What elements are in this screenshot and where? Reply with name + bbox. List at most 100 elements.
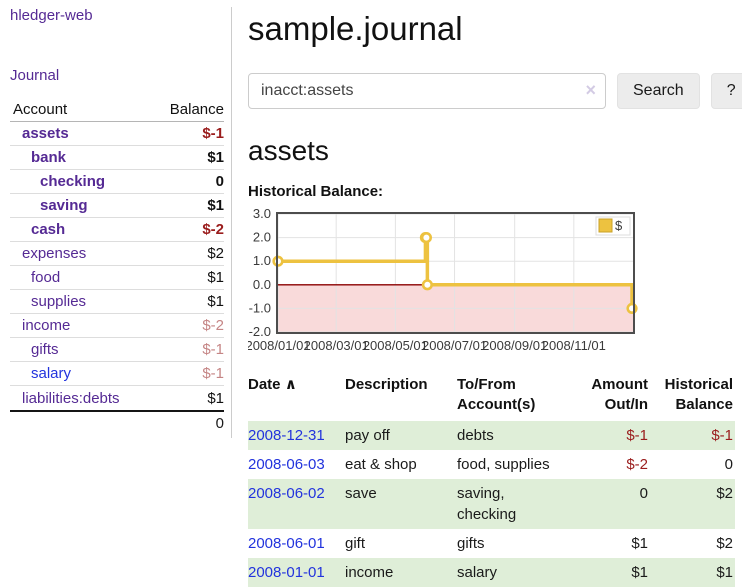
account-balance-value: $-1 — [202, 125, 224, 142]
search-input-wrap: × — [248, 72, 606, 109]
account-link[interactable]: liabilities:debts — [22, 389, 120, 407]
sidebar: hledger-web Journal Account Balance asse… — [0, 0, 232, 587]
account-rows: assets $-1 bank $1 checking 0 saving $1 cash $-2 e… — [10, 122, 224, 410]
sort-ascending-icon: ∧ — [284, 375, 297, 393]
account-row: liabilities:debts $1 — [10, 386, 224, 410]
transaction-description: pay off — [345, 427, 390, 445]
account-heading: assets — [248, 134, 329, 166]
sidebar-item-journal[interactable]: Journal — [10, 67, 60, 84]
transaction-accounts: debts — [457, 427, 494, 445]
legend-swatch — [598, 218, 613, 233]
sidebar-box: hledger-web Journal Account Balance asse… — [0, 7, 232, 438]
account-link[interactable]: income — [22, 317, 71, 334]
account-total-row: 0 — [10, 410, 224, 434]
search-input[interactable] — [248, 72, 606, 109]
transaction-description: income — [345, 564, 394, 582]
account-balance-value: $-1 — [202, 341, 224, 358]
historical-balance-value: $1 — [716, 564, 733, 582]
register-rows: 2008-12-31 pay off debts $-1 $-1 2008-06-03 ea… — [248, 421, 735, 587]
transaction-date-link[interactable]: 2008-06-02 — [248, 485, 325, 503]
account-balance-value: $1 — [207, 197, 224, 214]
transaction-date-link[interactable]: 2008-01-01 — [248, 564, 325, 582]
plot-border — [276, 211, 635, 334]
transaction-date-link[interactable]: 2008-06-01 — [248, 535, 325, 553]
account-balance-value: $1 — [207, 293, 224, 310]
account-row: supplies $1 — [10, 290, 224, 314]
account-link[interactable]: assets — [22, 125, 69, 142]
register-table: Date ∧ Description To/From Account(s) Am… — [248, 373, 735, 587]
historical-balance-value: $2 — [716, 535, 733, 553]
amount-out-in: $-1 — [626, 427, 648, 445]
account-balance-table: Account Balance assets $-1 bank $1 checking 0… — [10, 98, 224, 434]
y-axis-label: -2.0 — [249, 324, 271, 339]
account-balance-value: $-2 — [202, 317, 224, 334]
account-balance-value: $1 — [207, 269, 224, 286]
data-point-marker — [626, 302, 638, 314]
x-axis-label: 2008/05/01 — [363, 338, 428, 353]
account-balance-value: 0 — [215, 173, 224, 190]
x-axis-label: 2008/09/01 — [482, 338, 547, 353]
balance-column-header: Balance — [169, 101, 224, 118]
chart-title: Historical Balance: — [248, 182, 384, 200]
transaction-row: 2008-01-01 income salary $1 $1 — [248, 558, 735, 587]
transaction-accounts: saving, checking — [457, 485, 517, 524]
x-axis-label: 2008/07/01 — [422, 338, 487, 353]
main-content: sample.journal × Search ? assets Histori… — [232, 0, 742, 587]
account-link[interactable]: expenses — [22, 245, 87, 262]
account-link[interactable]: checking — [40, 173, 106, 190]
transaction-row: 2008-06-03 eat & shop food, supplies $-2 0 — [248, 450, 735, 479]
account-link[interactable]: food — [31, 269, 61, 286]
amount-out-in: 0 — [639, 485, 648, 503]
total-balance-value: 0 — [215, 414, 224, 432]
date-header-label: Date — [248, 375, 281, 393]
register-header-date[interactable]: Date ∧ — [248, 373, 345, 422]
transaction-row: 2008-12-31 pay off debts $-1 $-1 — [248, 421, 735, 451]
brand-link[interactable]: hledger-web — [10, 7, 93, 24]
account-link[interactable]: cash — [31, 221, 66, 238]
data-point-marker — [420, 231, 433, 244]
account-row: saving $1 — [10, 194, 224, 218]
account-row: income $-2 — [10, 314, 224, 338]
y-axis-label: 0.0 — [253, 277, 271, 292]
search-bar: × Search ? — [248, 72, 742, 109]
transaction-row: 2008-06-01 gift gifts $1 $2 — [248, 529, 735, 558]
account-link[interactable]: saving — [40, 197, 88, 214]
register-header-balance: Historical Balance — [664, 375, 733, 414]
account-balance-value: $-2 — [202, 221, 224, 238]
amount-out-in: $1 — [631, 535, 648, 553]
account-link[interactable]: bank — [31, 149, 67, 166]
historical-balance-value: $-1 — [711, 427, 733, 445]
account-link[interactable]: gifts — [31, 341, 59, 358]
historical-balance-chart: $3.0 2.0 1.0 0.0 -1.0 -2.0 2008/01/01 2008/03/0… — [245, 206, 742, 361]
transaction-date-link[interactable]: 2008-12-31 — [248, 427, 325, 445]
account-row: assets $-1 — [10, 122, 224, 146]
historical-balance-value: $2 — [716, 485, 733, 503]
register-header-description: Description — [345, 375, 428, 393]
y-axis-label: 2.0 — [253, 230, 271, 245]
transaction-accounts: gifts — [457, 535, 485, 553]
transaction-description: eat & shop — [345, 456, 417, 474]
account-column-header: Account — [13, 101, 68, 118]
y-axis-label: 3.0 — [253, 208, 271, 221]
search-help-button[interactable]: ? — [710, 72, 742, 109]
x-axis-label: 2008/03/01 — [304, 338, 369, 353]
search-button[interactable]: Search — [617, 72, 700, 109]
account-link[interactable]: supplies — [31, 293, 87, 310]
account-row: food $1 — [10, 266, 224, 290]
register-header-row: Date ∧ Description To/From Account(s) Am… — [248, 373, 735, 422]
y-axis-label: -1.0 — [249, 300, 271, 315]
register-header-accounts: To/From Account(s) — [457, 375, 536, 414]
account-balance-value: $-1 — [202, 365, 224, 382]
transaction-row: 2008-06-02 save saving, checking 0 $2 — [248, 479, 735, 530]
account-balance-value: $2 — [207, 245, 224, 262]
x-axis-label: 2008/01/01 — [248, 338, 311, 353]
transaction-date-link[interactable]: 2008-06-03 — [248, 456, 325, 474]
register-header-amount: Amount Out/In — [591, 375, 648, 414]
amount-out-in: $1 — [631, 564, 648, 582]
account-row: bank $1 — [10, 146, 224, 170]
account-link[interactable]: salary — [31, 365, 72, 382]
account-row: salary $-1 — [10, 362, 224, 386]
clear-search-icon[interactable]: × — [585, 79, 596, 100]
account-balance-value: $1 — [207, 389, 224, 407]
